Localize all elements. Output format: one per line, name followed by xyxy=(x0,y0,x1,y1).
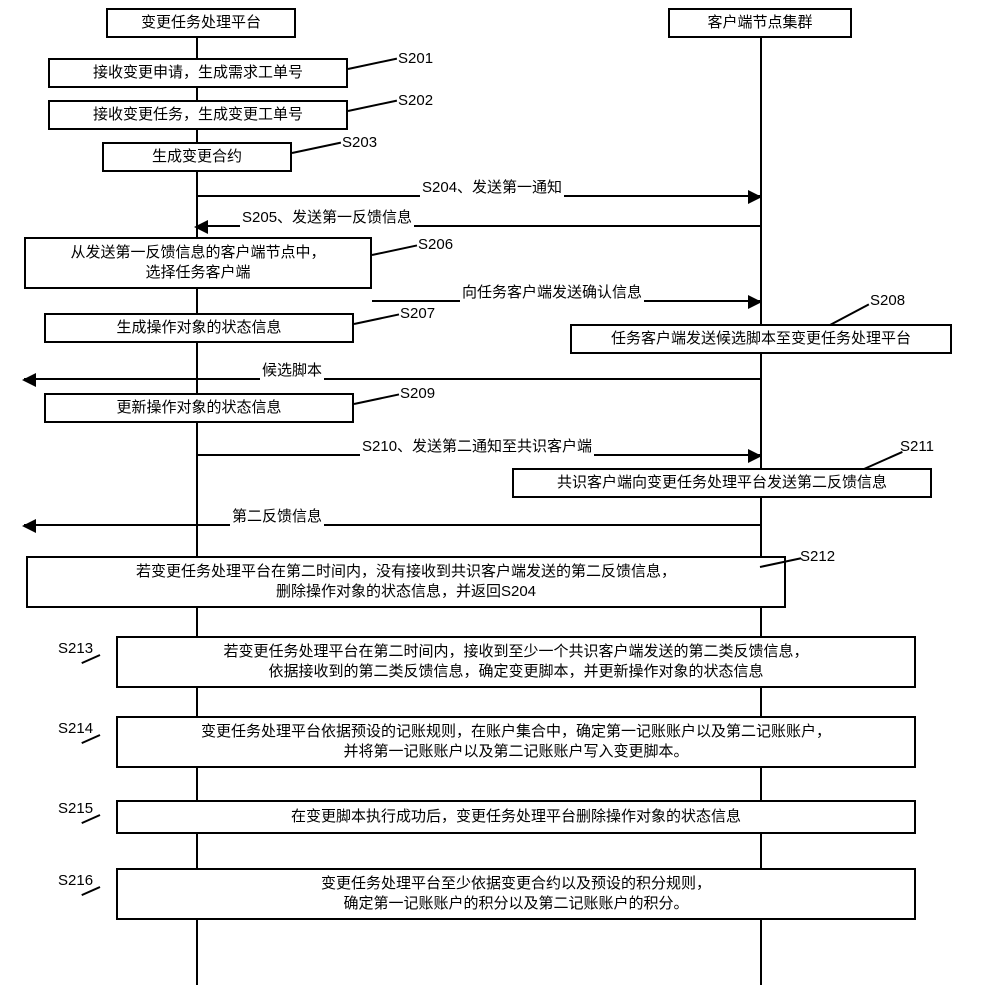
head-platform-label: 变更任务处理平台 xyxy=(141,13,261,33)
head-cluster-label: 客户端节点集群 xyxy=(707,13,812,33)
box-s201: 接收变更申请，生成需求工单号 xyxy=(48,58,348,88)
lead-s206 xyxy=(372,244,417,256)
box-s206: 从发送第一反馈信息的客户端节点中， 选择任务客户端 xyxy=(24,237,372,289)
label-s214: S214 xyxy=(58,720,93,737)
box-s207-text: 生成操作对象的状态信息 xyxy=(116,318,281,338)
label-s213: S213 xyxy=(58,640,93,657)
arrow-s205-label: S205、发送第一反馈信息 xyxy=(240,206,414,227)
label-s211: S211 xyxy=(900,438,934,455)
label-s212: S212 xyxy=(800,548,835,565)
lead-s209 xyxy=(354,393,399,405)
box-s211: 共识客户端向变更任务处理平台发送第二反馈信息 xyxy=(512,468,932,498)
box-s209-text: 更新操作对象的状态信息 xyxy=(116,398,281,418)
label-s206: S206 xyxy=(418,236,453,253)
label-s216: S216 xyxy=(58,872,93,889)
arrow-s210-label: S210、发送第二通知至共识客户端 xyxy=(360,435,594,456)
lead-s208 xyxy=(830,303,870,325)
lifeline-right xyxy=(760,38,762,985)
box-s215-text: 在变更脚本执行成功后，变更任务处理平台删除操作对象的状态信息 xyxy=(291,807,741,827)
label-s208: S208 xyxy=(870,292,905,309)
arrow-s204-label: S204、发送第一通知 xyxy=(420,176,564,197)
label-s207: S207 xyxy=(400,305,435,322)
lead-s201 xyxy=(348,58,397,70)
box-s202: 接收变更任务，生成变更工单号 xyxy=(48,100,348,130)
label-s202: S202 xyxy=(398,92,433,109)
lead-s202 xyxy=(348,100,397,112)
box-s203-text: 生成变更合约 xyxy=(152,147,242,167)
head-platform: 变更任务处理平台 xyxy=(106,8,296,38)
sequence-diagram: 变更任务处理平台 客户端节点集群 接收变更申请，生成需求工单号 接收变更任务，生… xyxy=(0,0,1000,991)
head-cluster: 客户端节点集群 xyxy=(668,8,852,38)
arrow-fb2 xyxy=(24,524,760,526)
box-s213-text: 若变更任务处理平台在第二时间内，接收到至少一个共识客户端发送的第二类反馈信息， … xyxy=(223,642,808,683)
box-s206-text: 从发送第一反馈信息的客户端节点中， 选择任务客户端 xyxy=(70,243,325,284)
box-s207: 生成操作对象的状态信息 xyxy=(44,313,354,343)
label-s201: S201 xyxy=(398,50,433,67)
box-s213: 若变更任务处理平台在第二时间内，接收到至少一个共识客户端发送的第二类反馈信息， … xyxy=(116,636,916,688)
lead-s203 xyxy=(292,142,341,154)
arrow-candidate xyxy=(24,378,760,380)
box-s216-text: 变更任务处理平台至少依据变更合约以及预设的积分规则， 确定第一记账账户的积分以及… xyxy=(321,874,711,915)
label-s203: S203 xyxy=(342,134,377,151)
box-s202-text: 接收变更任务，生成变更工单号 xyxy=(93,105,303,125)
label-s215: S215 xyxy=(58,800,93,817)
box-s208-text: 任务客户端发送候选脚本至变更任务处理平台 xyxy=(611,329,911,349)
box-s214: 变更任务处理平台依据预设的记账规则，在账户集合中，确定第一记账账户以及第二记账账… xyxy=(116,716,916,768)
box-s215: 在变更脚本执行成功后，变更任务处理平台删除操作对象的状态信息 xyxy=(116,800,916,834)
lead-s207 xyxy=(354,313,399,325)
lifeline-left xyxy=(196,38,198,985)
box-s216: 变更任务处理平台至少依据变更合约以及预设的积分规则， 确定第一记账账户的积分以及… xyxy=(116,868,916,920)
box-s214-text: 变更任务处理平台依据预设的记账规则，在账户集合中，确定第一记账账户以及第二记账账… xyxy=(201,722,831,763)
arrow-confirm-label: 向任务客户端发送确认信息 xyxy=(460,281,644,302)
box-s212-text: 若变更任务处理平台在第二时间内，没有接收到共识客户端发送的第二反馈信息， 删除操… xyxy=(136,562,676,603)
box-s209: 更新操作对象的状态信息 xyxy=(44,393,354,423)
arrow-fb2-label: 第二反馈信息 xyxy=(230,505,324,526)
arrow-candidate-label: 候选脚本 xyxy=(260,359,324,380)
box-s212: 若变更任务处理平台在第二时间内，没有接收到共识客户端发送的第二反馈信息， 删除操… xyxy=(26,556,786,608)
box-s203: 生成变更合约 xyxy=(102,142,292,172)
label-s209: S209 xyxy=(400,385,435,402)
box-s201-text: 接收变更申请，生成需求工单号 xyxy=(93,63,303,83)
box-s211-text: 共识客户端向变更任务处理平台发送第二反馈信息 xyxy=(557,473,887,493)
box-s208: 任务客户端发送候选脚本至变更任务处理平台 xyxy=(570,324,952,354)
